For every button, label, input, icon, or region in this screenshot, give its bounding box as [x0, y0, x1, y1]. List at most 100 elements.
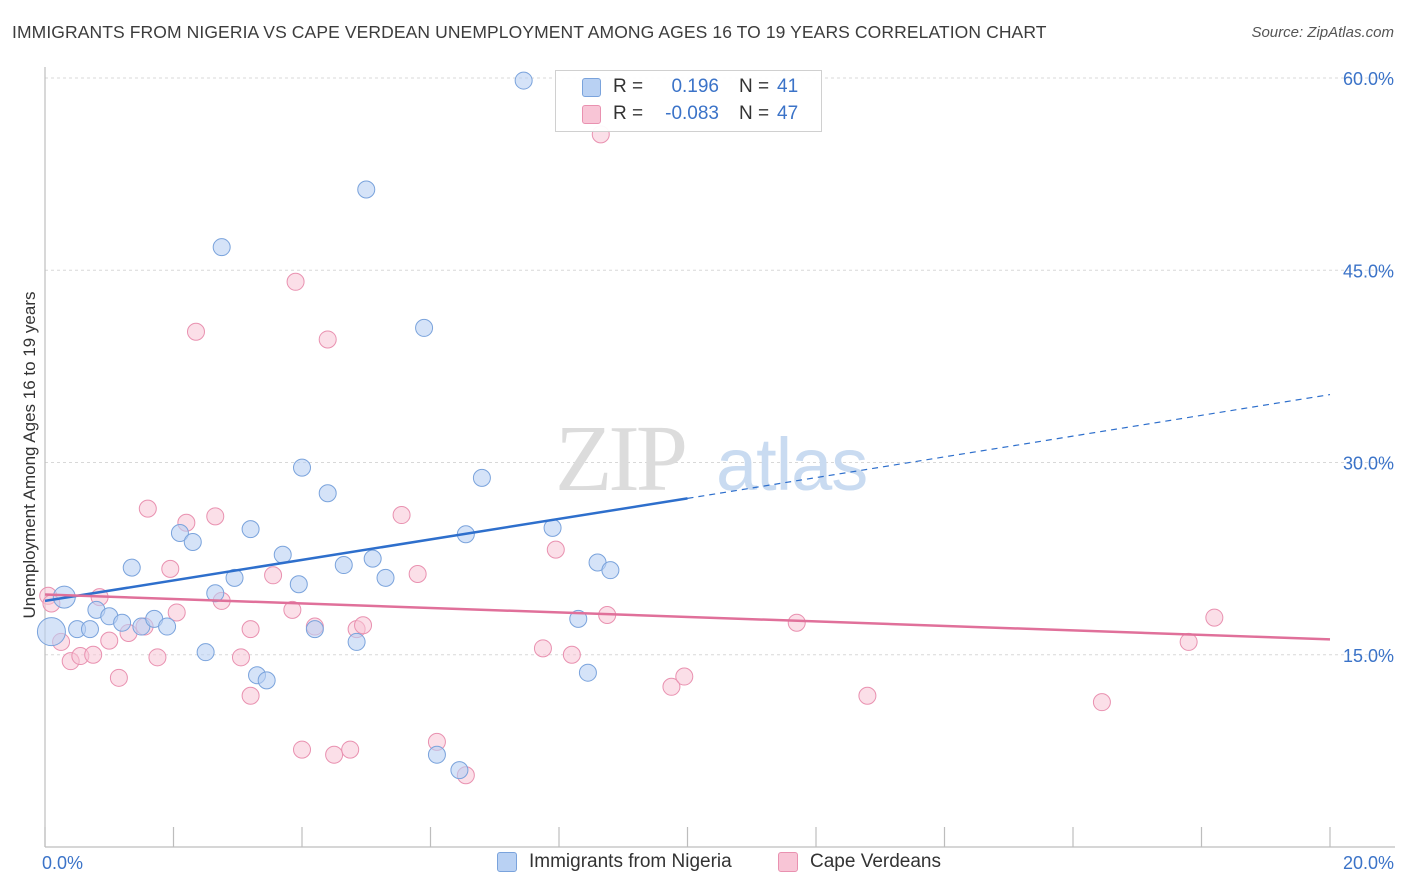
nigeria-point	[318, 484, 337, 503]
nigeria-point	[569, 609, 588, 628]
cape-verdeans-trend-line	[44, 593, 1331, 641]
cape-verdeans-point	[546, 540, 565, 559]
series-legend: Immigrants from Nigeria Cape Verdeans	[0, 851, 1406, 877]
correlation-legend: R = 0.196 N = 41 R = -0.083 N = 47	[555, 70, 822, 132]
series-legend-cape-verdeans[interactable]: Cape Verdeans	[778, 851, 941, 873]
legend-r-label: R =	[613, 76, 644, 97]
cape-verdeans-point	[858, 686, 877, 705]
legend-swatch-blue	[582, 77, 601, 97]
legend-r-value: 0.196	[671, 76, 719, 97]
legend-n-label: N =	[739, 76, 770, 97]
nigeria-point	[36, 617, 66, 647]
nigeria-point	[113, 613, 132, 632]
watermark-atlas: atlas	[716, 423, 867, 506]
series-legend-nigeria[interactable]: Immigrants from Nigeria	[497, 851, 732, 873]
cape-verdeans-point	[325, 745, 344, 764]
x-tick-label: 20.0%	[1343, 853, 1394, 873]
watermark: ZIP atlas	[555, 407, 868, 511]
x-tick-label: 0.0%	[42, 853, 83, 873]
y-tick-label: 45.0%	[1343, 261, 1394, 281]
cape-verdeans-point	[161, 559, 180, 578]
tick-labels: 15.0% 30.0% 45.0% 60.0% 0.0% 20.0%	[42, 69, 1394, 873]
nigeria-points	[36, 71, 620, 780]
source-label: Source: ZipAtlas.com	[1251, 24, 1394, 41]
cape-verdeans-point	[293, 740, 311, 759]
cape-verdeans-point	[318, 330, 337, 349]
cape-verdeans-point	[562, 645, 581, 664]
chart-title: IMMIGRANTS FROM NIGERIA VS CAPE VERDEAN …	[12, 22, 1047, 42]
nigeria-point	[427, 745, 446, 764]
nigeria-point	[334, 556, 353, 575]
nigeria-point	[363, 549, 382, 568]
y-axis-label: Unemployment Among Ages 16 to 19 years	[20, 291, 39, 619]
nigeria-point	[273, 545, 292, 564]
y-tick-label: 30.0%	[1343, 454, 1394, 474]
series-swatch-pink	[778, 852, 798, 872]
series-legend-label: Immigrants from Nigeria	[529, 851, 732, 872]
cape-verdeans-point	[1179, 632, 1198, 651]
y-tick-label: 60.0%	[1343, 69, 1394, 89]
nigeria-trend-extension	[687, 393, 1331, 499]
cape-verdeans-point	[341, 740, 360, 759]
cape-verdeans-point	[241, 620, 260, 639]
cape-verdeans-point	[675, 667, 694, 686]
nigeria-trend-line	[44, 497, 688, 603]
legend-n-value: 47	[777, 103, 799, 124]
cape-verdeans-point	[787, 613, 806, 632]
series-legend-label: Cape Verdeans	[810, 851, 941, 872]
legend-n-value: 41	[777, 76, 799, 97]
nigeria-point	[122, 558, 141, 577]
cape-verdeans-point	[100, 631, 119, 650]
cape-verdeans-point	[167, 603, 186, 622]
cape-verdeans-point	[662, 677, 681, 696]
cape-verdeans-point	[354, 616, 373, 635]
watermark-zip: ZIP	[555, 407, 685, 511]
nigeria-point	[170, 523, 189, 542]
y-tick-label: 15.0%	[1343, 646, 1394, 666]
legend-r-value: -0.083	[665, 103, 719, 124]
cape-verdeans-point	[408, 565, 427, 584]
axes	[44, 67, 1395, 848]
nigeria-point	[415, 318, 434, 337]
nigeria-point	[206, 584, 225, 603]
legend-row-nigeria: R = 0.196 N = 41	[582, 75, 798, 99]
nigeria-point	[357, 180, 376, 199]
cape-verdeans-point	[148, 648, 167, 667]
nigeria-point	[225, 568, 244, 587]
cape-verdeans-point	[241, 686, 260, 705]
nigeria-point	[450, 761, 469, 780]
nigeria-point	[158, 617, 177, 636]
legend-n-label: N =	[739, 103, 770, 124]
nigeria-point	[183, 532, 202, 551]
nigeria-point	[212, 238, 231, 257]
cape-verdeans-point	[1205, 608, 1224, 627]
legend-r-label: R =	[613, 103, 644, 124]
cape-verdeans-point	[206, 507, 225, 526]
cape-verdeans-point	[84, 645, 103, 664]
cape-verdeans-point	[1092, 693, 1111, 712]
nigeria-point	[305, 620, 324, 639]
nigeria-point	[578, 663, 597, 682]
nigeria-point	[347, 632, 366, 651]
nigeria-point	[293, 458, 311, 477]
nigeria-point	[196, 643, 215, 662]
nigeria-point	[472, 468, 491, 487]
legend-row-cape-verdeans: R = -0.083 N = 47	[582, 102, 798, 126]
nigeria-point	[241, 520, 260, 539]
cape-verdeans-point	[138, 499, 157, 518]
cape-verdeans-point	[109, 668, 128, 687]
cape-verdeans-point	[186, 322, 205, 341]
nigeria-point	[257, 671, 276, 690]
nigeria-point	[80, 620, 99, 639]
cape-verdeans-point	[533, 639, 552, 658]
cape-verdeans-point	[264, 566, 283, 585]
trend-lines	[44, 393, 1331, 641]
nigeria-point	[289, 575, 308, 594]
nigeria-point	[514, 71, 533, 90]
cape-verdeans-point	[392, 506, 411, 525]
nigeria-point	[376, 568, 395, 587]
cape-verdeans-point	[283, 600, 302, 619]
series-swatch-blue	[497, 852, 517, 872]
legend-swatch-pink	[582, 104, 601, 124]
